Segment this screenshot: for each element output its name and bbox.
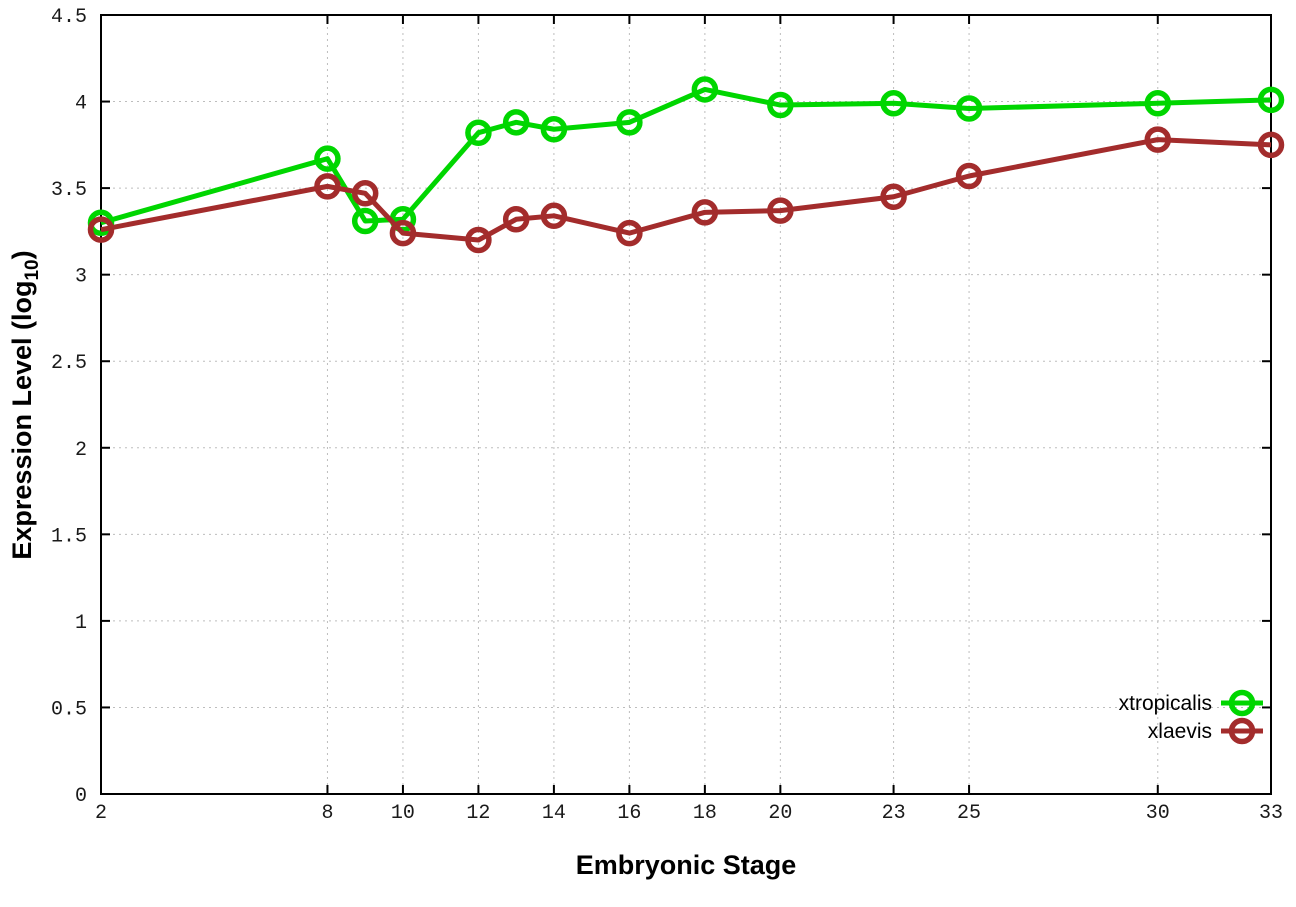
data-point-xtropicalis [880, 90, 907, 117]
y-axis-title: Expression Level (log10) [7, 250, 43, 559]
y-tick-label: 0.5 [51, 698, 87, 721]
x-tick-label: 8 [321, 802, 333, 825]
legend-item-xlaevis: xlaevis [1148, 717, 1263, 745]
data-point-xlaevis [1144, 126, 1172, 153]
x-tick-label: 18 [693, 802, 717, 825]
data-point-xtropicalis [1144, 90, 1172, 117]
data-point-xlaevis [314, 173, 341, 200]
x-tick-label: 25 [957, 802, 981, 825]
data-point-xtropicalis [465, 119, 492, 146]
data-point-xlaevis [351, 180, 379, 207]
legend-item-xtropicalis: xtropicalis [1119, 689, 1263, 717]
x-tick-label: 16 [617, 802, 641, 825]
legend-label: xlaevis [1148, 720, 1212, 743]
x-tick-label: 20 [768, 802, 792, 825]
gridlines [101, 15, 1271, 794]
x-tick-label: 33 [1259, 802, 1283, 825]
data-point-xlaevis [880, 183, 907, 211]
legend-label: xtropicalis [1119, 692, 1212, 715]
x-tick-label: 12 [466, 802, 490, 825]
data-point-xlaevis [502, 206, 530, 233]
data-point-xlaevis [691, 199, 719, 226]
data-point-xtropicalis [616, 109, 643, 136]
x-axis-title: Embryonic Stage [576, 850, 797, 880]
series-xlaevis [87, 126, 1285, 254]
y-tick-label: 2 [75, 439, 87, 462]
y-tick-label: 4.5 [51, 6, 87, 29]
series-xtropicalis [87, 76, 1285, 236]
x-tick-label: 10 [391, 802, 415, 825]
y-tick-label: 2.5 [51, 352, 87, 375]
data-point-xtropicalis [314, 145, 341, 172]
y-tick-label: 3.5 [51, 179, 87, 202]
legend-marker-sample [1228, 717, 1256, 745]
y-tick-label: 3 [75, 266, 87, 289]
data-point-xlaevis [465, 226, 492, 254]
tick-labels: 2 8 10 12 14 16 18 20 23 25 30 33 0 0.5 1 1.5 2 2.5 3 3.5 4 4… [51, 6, 1283, 825]
y-tick-label: 4 [75, 93, 87, 116]
x-tick-label: 14 [542, 802, 566, 825]
x-tick-label: 30 [1146, 802, 1170, 825]
legend-marker-sample [1228, 689, 1256, 717]
data-point-xtropicalis [955, 95, 983, 122]
data-point-xtropicalis [351, 207, 379, 235]
data-series [87, 76, 1285, 254]
data-point-xtropicalis [502, 109, 530, 136]
data-point-xlaevis [540, 202, 568, 230]
plot-border [100, 14, 1272, 795]
data-point-xlaevis [767, 197, 794, 224]
data-point-xlaevis [1257, 131, 1285, 159]
data-point-xtropicalis [691, 76, 719, 103]
data-point-xlaevis [87, 216, 115, 243]
data-point-xlaevis [955, 162, 983, 190]
y-tick-label: 1.5 [51, 525, 87, 548]
data-point-xtropicalis [767, 91, 794, 119]
data-point-xtropicalis [540, 116, 568, 143]
data-point-xlaevis [616, 219, 643, 247]
axis-ticks [100, 14, 1272, 795]
y-tick-label: 1 [75, 612, 87, 635]
x-tick-label: 23 [882, 802, 906, 825]
data-point-xtropicalis [1257, 86, 1285, 114]
x-tick-label: 2 [95, 802, 107, 825]
legend: xtropicalis xlaevis [1119, 689, 1263, 745]
data-point-xlaevis [389, 219, 417, 247]
y-tick-label: 0 [75, 785, 87, 808]
